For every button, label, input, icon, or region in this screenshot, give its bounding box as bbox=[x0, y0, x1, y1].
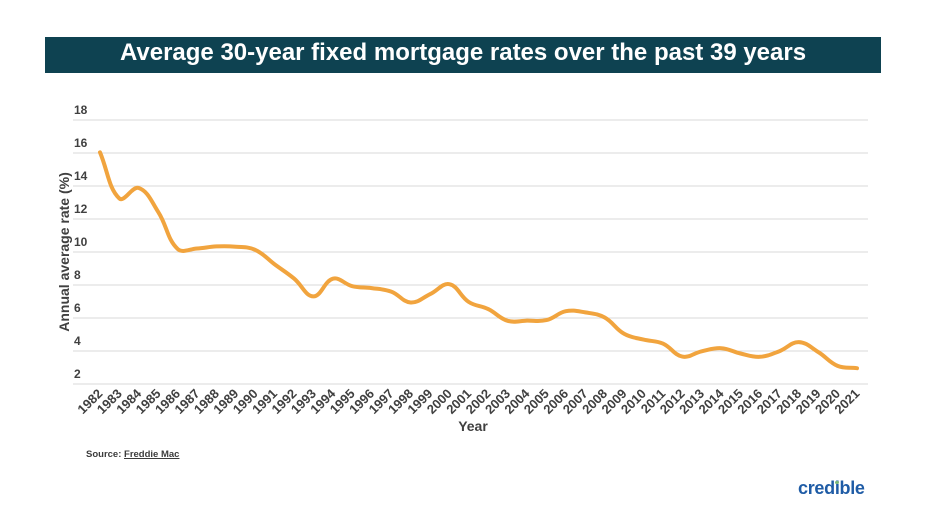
svg-text:2: 2 bbox=[74, 367, 81, 381]
svg-text:16: 16 bbox=[74, 136, 88, 150]
svg-text:12: 12 bbox=[74, 202, 88, 216]
svg-text:10: 10 bbox=[74, 235, 88, 249]
svg-text:6: 6 bbox=[74, 301, 81, 315]
svg-text:14: 14 bbox=[74, 169, 88, 183]
svg-text:4: 4 bbox=[74, 334, 81, 348]
svg-text:Year: Year bbox=[458, 418, 488, 434]
svg-text:8: 8 bbox=[74, 268, 81, 282]
svg-text:18: 18 bbox=[74, 103, 88, 117]
svg-text:Annual average rate (%): Annual average rate (%) bbox=[56, 172, 72, 332]
